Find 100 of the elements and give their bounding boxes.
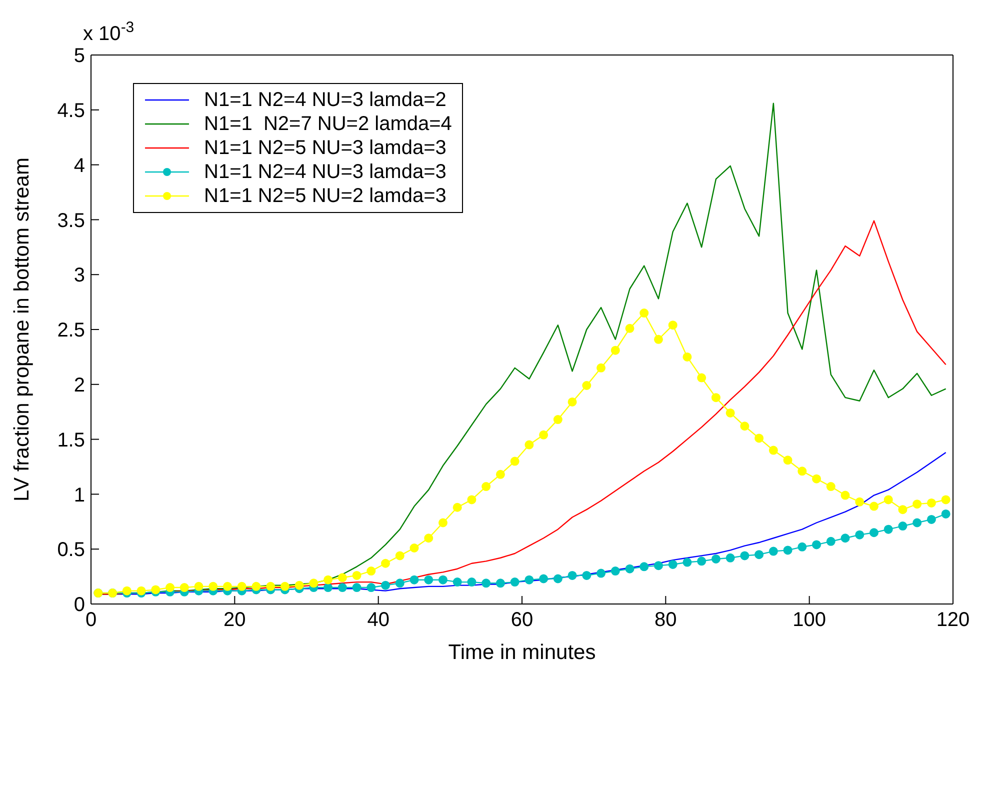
legend-label: N1=1 N2=4 NU=3 lamda=3 <box>204 160 446 184</box>
point <box>395 551 404 560</box>
y-axis-title: LV fraction propane in bottom stream <box>10 158 34 502</box>
point <box>840 490 850 500</box>
point <box>222 582 232 591</box>
point <box>740 422 750 431</box>
point <box>510 456 520 466</box>
y-tick-label: 1 <box>74 484 85 506</box>
point <box>366 566 376 576</box>
point <box>884 495 893 504</box>
point <box>467 495 476 504</box>
point <box>740 551 750 560</box>
point <box>855 497 864 506</box>
point <box>553 415 562 424</box>
point <box>208 582 218 591</box>
point <box>668 560 678 569</box>
point <box>266 582 276 591</box>
y-tick-label: 0 <box>74 594 85 616</box>
point <box>452 578 462 587</box>
point <box>352 570 362 580</box>
point <box>381 558 390 568</box>
point <box>941 509 950 518</box>
point <box>366 583 376 592</box>
point <box>812 540 822 550</box>
x-tick-label: 40 <box>367 609 390 632</box>
point <box>754 434 764 443</box>
point <box>668 320 678 330</box>
y-tick-label: 4.5 <box>57 100 85 122</box>
point <box>926 498 936 508</box>
y-tick-label: 5 <box>74 45 85 68</box>
point <box>726 553 735 562</box>
point <box>324 575 333 584</box>
point <box>926 514 936 524</box>
point <box>898 505 908 514</box>
point <box>166 583 175 592</box>
point <box>941 495 950 504</box>
point <box>410 575 419 584</box>
point <box>625 324 634 333</box>
x-tick-label: 80 <box>654 609 677 632</box>
point <box>912 518 922 528</box>
point <box>768 546 778 556</box>
point <box>869 502 878 511</box>
y-tick-label: 3 <box>74 264 85 287</box>
point <box>798 542 807 552</box>
point <box>625 564 634 574</box>
point <box>553 574 562 584</box>
point <box>338 573 347 582</box>
point <box>237 582 246 591</box>
point <box>711 393 720 402</box>
point <box>610 346 620 355</box>
point <box>783 456 792 465</box>
point <box>596 363 606 372</box>
x-axis-title: Time in minutes <box>448 641 596 664</box>
point <box>510 578 520 587</box>
point <box>352 583 362 592</box>
point <box>482 578 491 588</box>
point <box>524 575 534 584</box>
y-tick-label: 3.5 <box>57 210 85 232</box>
point <box>654 334 663 344</box>
point <box>568 397 577 406</box>
point <box>338 583 347 592</box>
point <box>467 578 476 587</box>
point <box>682 558 692 567</box>
point <box>610 566 620 576</box>
x-tick-label: 20 <box>224 609 246 632</box>
point <box>840 534 850 543</box>
point <box>410 544 419 552</box>
point <box>122 586 132 596</box>
point <box>438 518 448 528</box>
point <box>682 352 692 362</box>
point <box>826 536 836 546</box>
y-tick-label: 2 <box>74 374 85 396</box>
point <box>496 470 505 479</box>
legend-label: N1=1 N2=7 NU=2 lamda=4 <box>204 112 452 136</box>
point <box>539 574 548 584</box>
legend-label: N1=1 N2=5 NU=2 lamda=3 <box>204 184 446 208</box>
point <box>582 570 592 580</box>
x-tick-label: 100 <box>792 609 826 632</box>
point <box>654 561 663 570</box>
legend-label: N1=1 N2=4 NU=3 lamda=2 <box>204 88 446 112</box>
point <box>482 482 491 492</box>
point <box>438 575 448 584</box>
point <box>697 373 706 382</box>
point <box>280 582 290 591</box>
point <box>582 381 592 390</box>
point <box>640 562 649 572</box>
point <box>452 502 462 512</box>
point <box>539 430 548 440</box>
point <box>424 575 434 584</box>
text: x 10$^{-3}$ <box>83 18 134 45</box>
point <box>826 482 836 492</box>
point <box>726 408 735 418</box>
point <box>768 446 778 455</box>
point <box>136 586 146 596</box>
point <box>424 534 434 543</box>
point <box>697 556 706 566</box>
point <box>912 500 922 509</box>
point <box>898 522 908 531</box>
y-tick-label: 0.5 <box>57 539 85 562</box>
point <box>194 582 204 591</box>
